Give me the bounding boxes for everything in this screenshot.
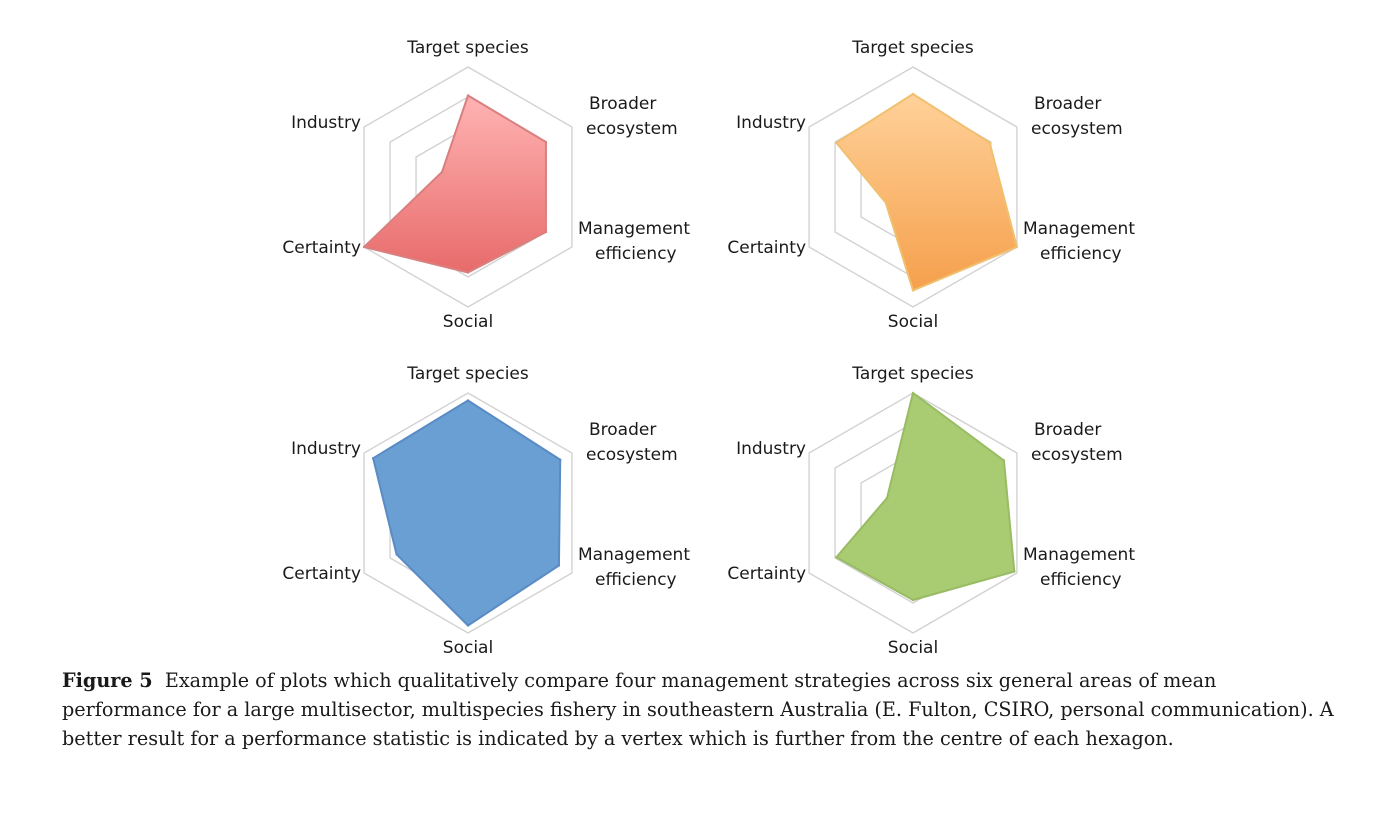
axis-label: Broader ecosystem bbox=[586, 420, 678, 465]
axis-label: Industry bbox=[291, 439, 361, 459]
radar-vertex bbox=[911, 289, 915, 292]
radar-chart-4: Target species Broader ecosystem Management… bbox=[727, 364, 1135, 658]
axis-label: Certainty bbox=[282, 564, 361, 584]
radar-vertex bbox=[911, 391, 915, 395]
axis-label: Management efficiency bbox=[578, 545, 690, 590]
figure-caption-label: Figure 5 bbox=[62, 669, 153, 692]
radar-vertex bbox=[835, 141, 838, 144]
radar-vertex bbox=[371, 457, 375, 460]
radar-vertex bbox=[395, 553, 398, 556]
axis-label: Industry bbox=[736, 439, 806, 459]
radar-vertex bbox=[362, 245, 366, 249]
radar-ring bbox=[808, 66, 1018, 308]
radar-vertex bbox=[884, 201, 887, 204]
axis-label: Broader ecosystem bbox=[1031, 94, 1123, 139]
radar-vertex bbox=[557, 564, 561, 567]
axis-label: Management efficiency bbox=[578, 219, 690, 264]
radar-vertex bbox=[885, 496, 889, 500]
axis-label: Certainty bbox=[727, 564, 806, 584]
radar-figure: Target species Broader ecosystem Management… bbox=[282, 38, 1135, 658]
radar-vertex bbox=[440, 170, 444, 174]
figure-caption-text: Example of plots which qualitatively com… bbox=[62, 669, 1334, 750]
figure-caption: Figure 5 Example of plots which qualitat… bbox=[62, 666, 1347, 753]
axis-label: Certainty bbox=[727, 238, 806, 258]
radar-series-polygon bbox=[363, 94, 547, 274]
radar-ring bbox=[363, 392, 573, 634]
radar-chart-3: Target species Broader ecosystem Management… bbox=[282, 364, 690, 658]
axis-label: Management efficiency bbox=[1023, 545, 1135, 590]
radar-vertex bbox=[911, 92, 915, 96]
axis-label: Social bbox=[888, 638, 938, 658]
axis-label: Social bbox=[888, 312, 938, 332]
axis-label: Management efficiency bbox=[1023, 219, 1135, 264]
radar-vertex bbox=[1013, 570, 1016, 573]
radar-vertex bbox=[911, 598, 915, 602]
radar-chart-1: Target species Broader ecosystem Management… bbox=[282, 38, 690, 332]
radar-vertex bbox=[835, 556, 838, 559]
radar-vertex bbox=[988, 141, 991, 144]
axis-label: Broader ecosystem bbox=[1031, 420, 1123, 465]
axis-label: Broader ecosystem bbox=[586, 94, 678, 139]
radar-chart-2: Target species Broader ecosystem Management… bbox=[727, 38, 1135, 332]
radar-vertex bbox=[466, 271, 470, 274]
radar-vertex bbox=[1015, 245, 1019, 249]
radar-vertex bbox=[544, 140, 548, 144]
axis-label: Target species bbox=[851, 38, 974, 58]
radar-vertex bbox=[466, 624, 470, 627]
axis-label: Certainty bbox=[282, 238, 361, 258]
axis-label: Target species bbox=[851, 364, 974, 384]
axis-label: Target species bbox=[406, 38, 529, 58]
radar-series-polygon bbox=[835, 392, 1016, 601]
radar-vertex bbox=[1002, 459, 1006, 462]
axis-label: Social bbox=[443, 638, 493, 658]
axis-label: Industry bbox=[291, 113, 361, 133]
axis-label: Industry bbox=[736, 113, 806, 133]
radar-ring bbox=[808, 392, 1018, 634]
radar-series-polygon bbox=[835, 93, 1018, 292]
radar-ring bbox=[363, 66, 573, 308]
radar-vertex bbox=[466, 399, 470, 402]
radar-vertex bbox=[559, 458, 562, 461]
radar-vertex bbox=[544, 230, 548, 234]
radar-vertex bbox=[466, 94, 470, 97]
axis-label: Social bbox=[443, 312, 493, 332]
axis-label: Target species bbox=[406, 364, 529, 384]
radar-series-polygon bbox=[372, 399, 562, 627]
